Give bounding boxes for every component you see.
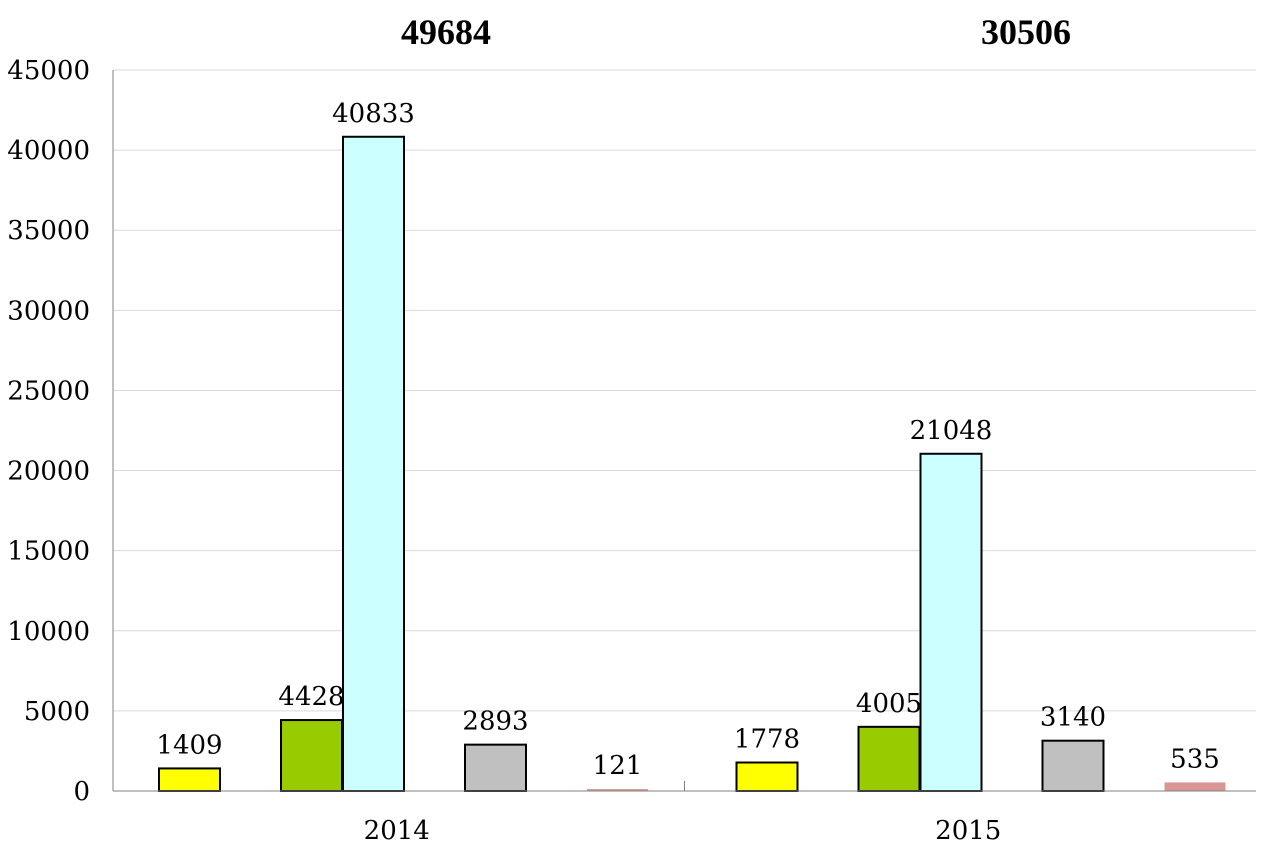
y-tick-label: 5000	[24, 697, 90, 727]
x-category-label: 2015	[935, 816, 1001, 841]
data-labels: 1409 4428 40833 2893 121 1778 4005 21048 3140 535	[156, 99, 1219, 781]
category-total-label: 49684	[401, 12, 491, 52]
category-totals: 49684 30506	[401, 12, 1071, 52]
bar-value-label: 1409	[156, 730, 222, 760]
bar-value-label: 121	[593, 751, 643, 781]
bar	[919, 452, 983, 792]
bar-value-label: 1778	[734, 725, 800, 755]
x-axis-categories: 2014 2015	[364, 816, 1002, 841]
y-tick-label: 0	[73, 777, 90, 807]
y-tick-label: 45000	[7, 56, 90, 86]
bar	[1164, 782, 1226, 791]
bars	[158, 135, 1226, 793]
y-tick-label: 20000	[7, 457, 90, 487]
bar-value-label: 4005	[856, 689, 922, 719]
bar	[1041, 739, 1105, 793]
bar	[857, 725, 921, 792]
bar-value-label: 4428	[278, 682, 344, 712]
bar-value-label: 21048	[910, 416, 993, 446]
y-tick-label: 10000	[7, 617, 90, 647]
y-tick-label: 25000	[7, 376, 90, 406]
bar	[587, 789, 648, 791]
bar	[464, 743, 527, 792]
bar	[735, 761, 799, 793]
bar-value-label: 535	[1170, 744, 1220, 774]
gridlines	[113, 69, 1256, 712]
x-category-label: 2014	[364, 816, 430, 841]
y-tick-label: 15000	[7, 537, 90, 567]
bar	[342, 135, 405, 793]
y-tick-label: 35000	[7, 216, 90, 246]
y-axis-ticks: 0 5000 10000 15000 20000 25000 30000 35000 40000…	[7, 56, 90, 807]
bar-value-label: 2893	[462, 707, 528, 737]
y-tick-label: 30000	[7, 296, 90, 326]
bar	[280, 719, 343, 792]
bar-value-label: 3140	[1040, 703, 1106, 733]
bar	[158, 767, 221, 792]
bar-value-label: 40833	[332, 99, 415, 129]
y-tick-label: 40000	[7, 136, 90, 166]
category-total-label: 30506	[981, 12, 1071, 52]
